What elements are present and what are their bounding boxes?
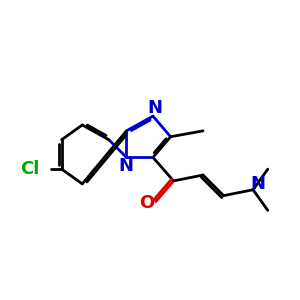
Text: N: N [147, 99, 162, 117]
Text: Cl: Cl [20, 160, 40, 178]
Text: O: O [140, 194, 155, 212]
Text: N: N [251, 176, 266, 194]
Text: N: N [118, 157, 134, 175]
